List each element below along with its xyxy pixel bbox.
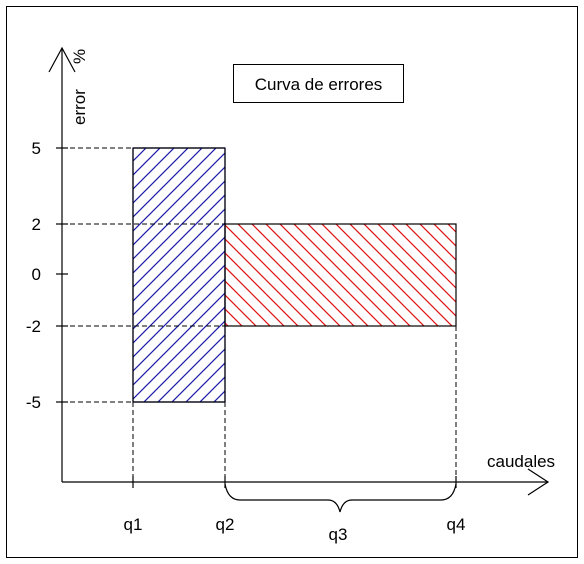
diagram-frame — [6, 6, 578, 558]
x-axis — [62, 468, 550, 496]
x-tick-label: q4 — [447, 515, 466, 534]
x-axis-label: caudales — [487, 452, 555, 471]
zone-low-flow — [132, 147, 226, 403]
diagram-title: Curva de errores — [255, 75, 383, 94]
y-tick-label: 5 — [32, 139, 41, 158]
y-tick-label: -2 — [26, 317, 41, 336]
y-axis-label: error — [70, 89, 89, 125]
x-tick-label: q1 — [124, 515, 143, 534]
guide-lines — [62, 147, 457, 482]
y-tick-label: 0 — [32, 265, 41, 284]
y-tick-label: -5 — [26, 393, 41, 412]
zone-high-flow — [224, 223, 457, 327]
y-tick-label: 2 — [32, 215, 41, 234]
brace-label: q3 — [329, 525, 348, 544]
title-box — [233, 64, 404, 103]
y-tick-marks — [56, 147, 68, 403]
y-axis — [48, 46, 76, 482]
y-axis-unit: % — [70, 49, 89, 64]
q3-brace — [224, 483, 457, 513]
x-tick-label: q2 — [216, 515, 235, 534]
